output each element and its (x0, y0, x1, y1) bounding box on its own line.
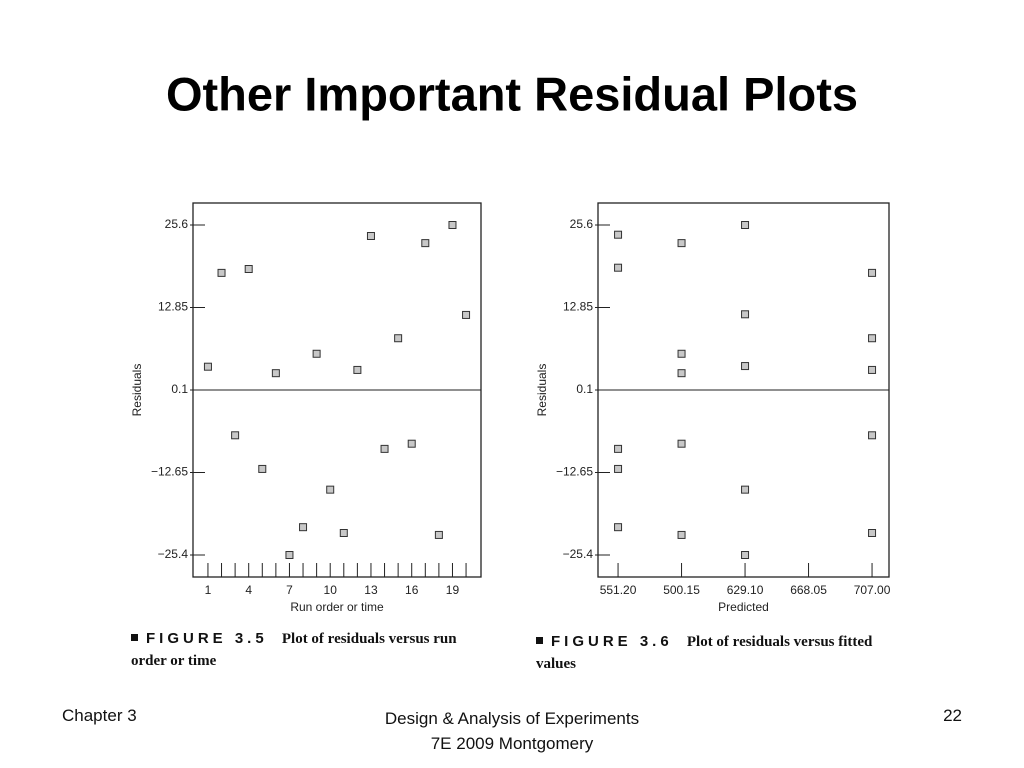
point (312, 349, 321, 358)
x-tick-label: 707.00 (854, 583, 891, 597)
point (353, 365, 362, 374)
point (677, 530, 686, 539)
y-tick-label: 12.85 (563, 300, 593, 314)
point (868, 431, 877, 440)
point (868, 268, 877, 277)
slide-title: Other Important Residual Plots (166, 67, 858, 120)
y-tick-label: 25.6 (165, 217, 189, 231)
x-axis-label: Predicted (718, 600, 769, 614)
bullet (536, 637, 543, 644)
point (231, 431, 240, 440)
x-axis-label: Run order or time (290, 600, 384, 614)
y-tick-label: 0.1 (171, 382, 188, 396)
point (380, 444, 389, 453)
x-tick-label: 7 (286, 583, 293, 597)
figure-label: FIGURE 3.6 (551, 633, 673, 650)
y-tick-label: −12.65 (556, 465, 593, 479)
point (326, 485, 335, 494)
point (339, 529, 348, 537)
bullet (131, 634, 138, 641)
point (614, 523, 623, 532)
x-tick-label: 551.20 (600, 583, 637, 597)
figure-label: FIGURE 3.5 (146, 630, 268, 647)
y-tick-label: −12.65 (151, 465, 188, 479)
point (434, 530, 443, 539)
point (741, 485, 750, 494)
point (741, 310, 750, 319)
point (203, 362, 212, 371)
point (614, 444, 623, 453)
point (614, 464, 623, 473)
footer-line: Design & Analysis of Experiments (384, 709, 640, 728)
point (258, 464, 267, 473)
caption: FIGURE 3.6 Plot of residuals versus fitt… (536, 631, 876, 675)
point (407, 439, 416, 448)
point (741, 362, 750, 371)
x-tick-label: 16 (405, 583, 419, 597)
y-tick-label: 25.6 (570, 217, 594, 231)
point (244, 265, 253, 273)
point (677, 239, 686, 248)
point (741, 221, 750, 229)
y-tick-label: −25.4 (563, 547, 594, 561)
y-tick-label: 0.1 (576, 382, 593, 396)
x-tick-label: 4 (245, 583, 252, 597)
footer-left: Chapter 3 (62, 706, 137, 725)
point (448, 221, 457, 229)
point (868, 529, 877, 537)
caption-text: Plot of residuals versus fitted values (536, 634, 873, 672)
x-tick-label: 1 (205, 583, 212, 597)
point (741, 551, 750, 559)
point (614, 263, 623, 272)
point (421, 239, 430, 248)
x-tick-label: 13 (364, 583, 378, 597)
y-tick-label: −25.4 (158, 547, 189, 561)
caption-text: Plot of residuals versus run order or ti… (131, 631, 457, 669)
point (614, 230, 623, 239)
point (285, 551, 294, 559)
y-axis-label: Residuals (535, 364, 549, 417)
footer-center: Design & Analysis of Experiments 7E 2009… (312, 706, 712, 756)
point (394, 334, 403, 343)
chart: 25.6 12.85 0.1 −12.65 −25.4 551.20 500.15 629.1… (535, 202, 891, 614)
footer-line: 7E 2009 Montgomery (430, 734, 594, 753)
y-axis-label: Residuals (130, 364, 144, 417)
point (217, 268, 226, 277)
chart: 25.6 12.85 0.1 −12.65 −25.4 1 4 7 10 13 16 19 Run or… (130, 202, 482, 614)
point (677, 439, 686, 448)
point (677, 349, 686, 358)
point (271, 369, 280, 378)
point (299, 523, 308, 532)
x-tick-label: 500.15 (663, 583, 700, 597)
x-tick-label: 668.05 (790, 583, 827, 597)
point (868, 365, 877, 374)
point (366, 232, 375, 240)
x-tick-label: 10 (324, 583, 338, 597)
point (677, 369, 686, 378)
page-number: 22 (943, 706, 962, 725)
point (462, 310, 471, 319)
point (868, 334, 877, 343)
y-tick-label: 12.85 (158, 300, 188, 314)
caption: FIGURE 3.5 Plot of residuals versus run … (131, 628, 481, 672)
x-tick-label: 19 (446, 583, 460, 597)
x-tick-label: 629.10 (727, 583, 764, 597)
